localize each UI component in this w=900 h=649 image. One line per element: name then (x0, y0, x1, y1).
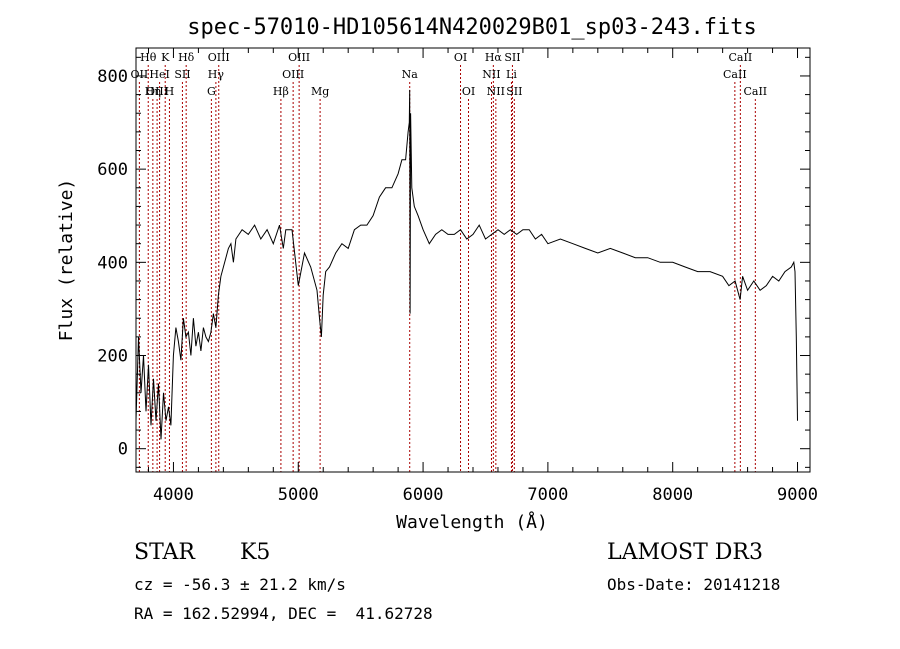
x-tick-label: 8000 (652, 485, 693, 505)
spectral-line-label: Hβ (273, 85, 289, 98)
x-tick-label: 7000 (527, 485, 568, 505)
plot-frame (135, 47, 811, 473)
spectral-line-label: OIII (282, 68, 304, 81)
spectral-line-label: H (165, 85, 175, 98)
x-tick-label: 5000 (278, 485, 319, 505)
observation-date: Obs-Date: 20141218 (607, 575, 781, 594)
survey-name: LAMOST DR3 (607, 540, 763, 565)
spectral-line-label: NII (487, 85, 505, 98)
chart-title: spec-57010-HD105614N420029B01_sp03-243.f… (187, 15, 757, 40)
x-tick-label: 6000 (403, 485, 444, 505)
spectral-line-label: OI (454, 51, 467, 64)
spectral-subclass: K5 (240, 540, 271, 565)
y-axis: 0 200 400 600 800 (97, 56, 810, 468)
spectral-line-label: CaII (723, 68, 747, 81)
spectral-line-label: Na (402, 68, 419, 81)
spectral-line-label: SII (174, 68, 190, 81)
spectral-line-label: Hδ (178, 51, 195, 64)
spectral-line-label: SII (506, 85, 522, 98)
coordinates: RA = 162.52994, DEC = 41.62728 (134, 604, 433, 623)
spectral-line-label: Hθ (140, 51, 157, 64)
spectral-line-label: Hα (485, 51, 503, 64)
spectral-line-label: Li (506, 68, 517, 81)
y-tick-label: 600 (97, 160, 128, 180)
y-axis-label: Flux (relative) (56, 179, 77, 342)
y-tick-label: 400 (97, 253, 128, 273)
x-axis: 4000 5000 6000 7000 8000 9000 (147, 48, 818, 505)
spectral-line-label: OII (131, 68, 149, 81)
spectral-line-label: CaII (743, 85, 767, 98)
marker-lines (138, 65, 756, 472)
spectral-line-label: OIII (208, 51, 230, 64)
object-class: STAR (134, 540, 195, 565)
spectral-line-label: Hγ (208, 68, 225, 81)
spectral-line-label: SII (504, 51, 520, 64)
spectral-line-label: K (161, 51, 170, 64)
spectral-line-label: G (207, 85, 216, 98)
spectral-line-label: HeI (149, 68, 169, 81)
marker-labels: Hθ OII OIII HeI Hη K H SII Hδ OIII Hγ G OIII OIII Hβ Mg… (131, 51, 768, 98)
spectrum-line (135, 89, 798, 440)
x-tick-label: 9000 (777, 485, 818, 505)
x-axis-label: Wavelength (Å) (396, 511, 548, 533)
spectral-line-label: NII (482, 68, 500, 81)
x-tick-label: 4000 (153, 485, 194, 505)
spectral-line-label: OIII (146, 85, 168, 98)
spectral-line-label: OI (462, 85, 475, 98)
y-tick-label: 0 (118, 440, 128, 460)
y-tick-label: 200 (97, 347, 128, 367)
spectral-line-label: Mg (311, 85, 329, 98)
y-tick-label: 800 (97, 67, 128, 87)
redshift-velocity: cz = -56.3 ± 21.2 km/s (134, 575, 346, 594)
spectral-line-label: OIII (288, 51, 310, 64)
spectral-line-label: Hη (145, 85, 161, 98)
spectral-line-label: CaII (729, 51, 753, 64)
